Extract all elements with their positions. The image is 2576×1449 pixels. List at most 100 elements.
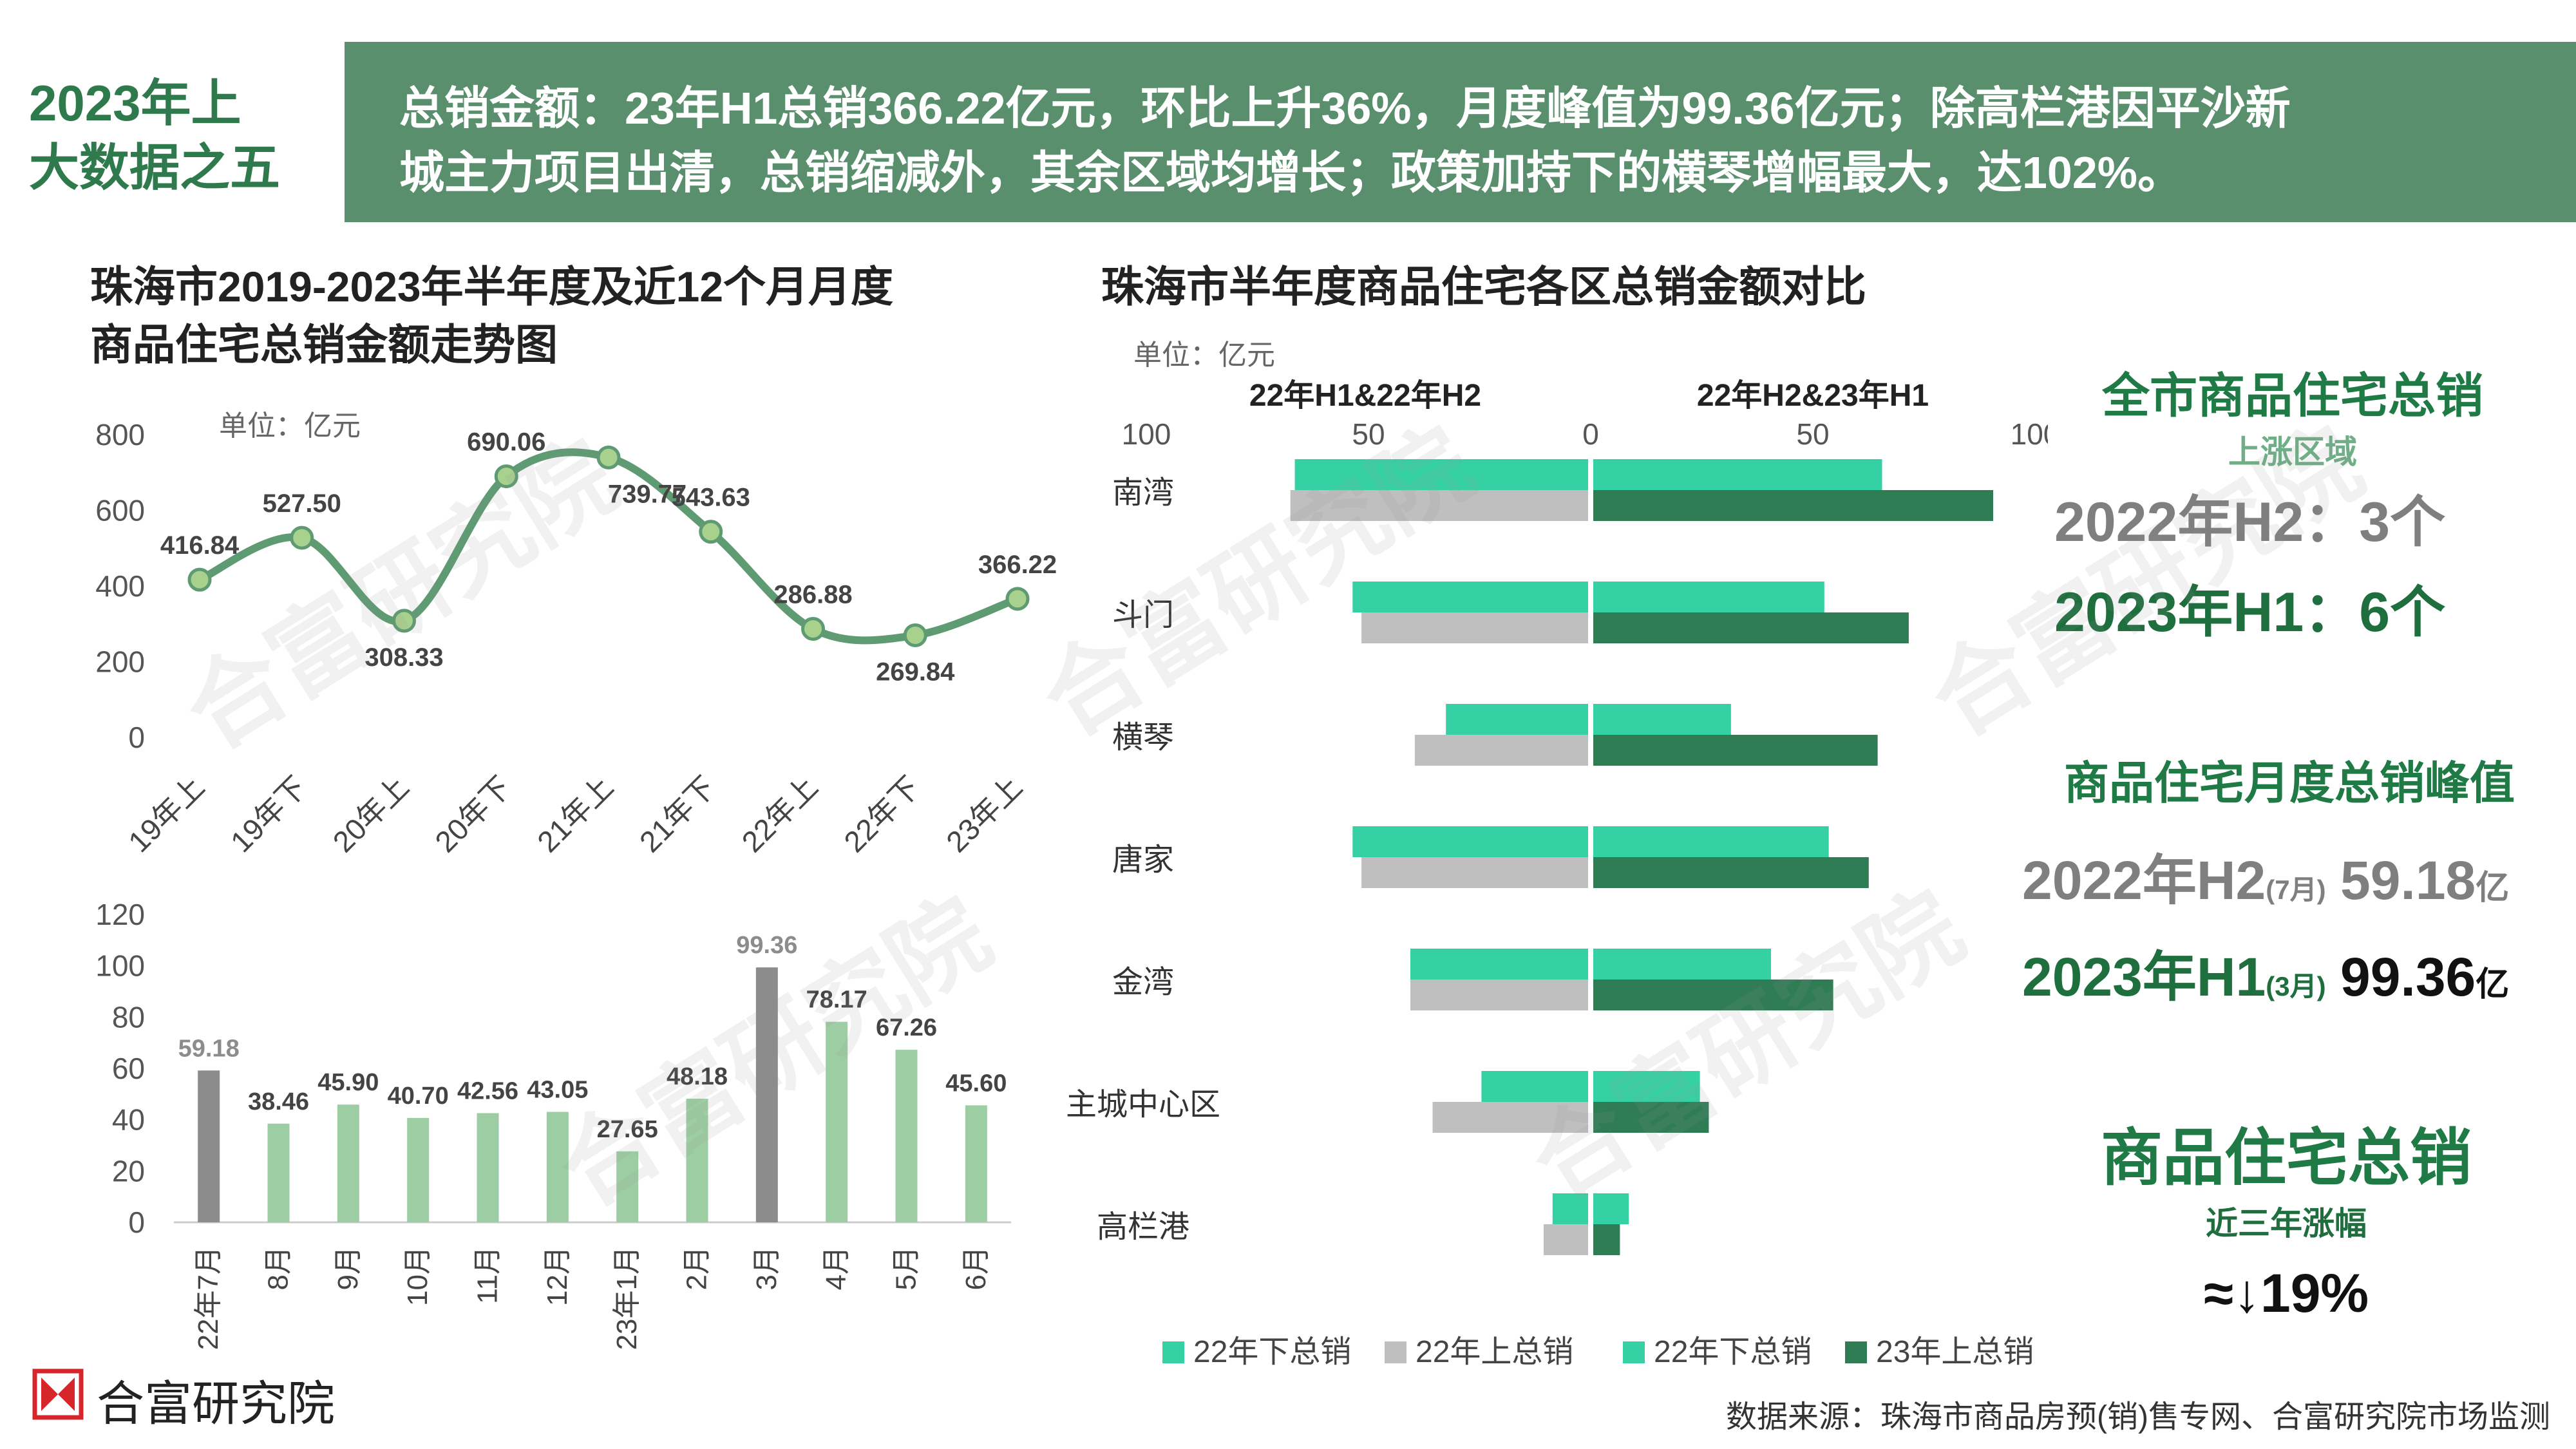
left-chart-title-line1: 珠海市2019-2023年半年度及近12个月月度: [90, 263, 894, 310]
bar-ytick-1: 20: [112, 1154, 145, 1188]
three-year-change: ≈↓19%: [2203, 1263, 2369, 1323]
bar-label-1: 38.46: [248, 1088, 309, 1115]
bar-xtick-2: 9月: [332, 1246, 364, 1290]
logo-text: 合富研究院: [97, 1377, 335, 1430]
butterfly-bar-right-h1-1: [1593, 612, 1909, 643]
legend-label-1: 22年上总销: [1416, 1335, 1573, 1369]
header-band: [345, 42, 2576, 222]
line-label-3: 690.06: [467, 428, 545, 457]
bar-10: [895, 1050, 918, 1222]
bar-xtick-6: 23年1月: [611, 1246, 643, 1350]
butterfly-bar-right-h2-2: [1593, 704, 1731, 735]
bar-2: [337, 1104, 359, 1222]
bar-ytick-3: 60: [112, 1052, 145, 1085]
line-chart: 0 200 400 600 800 416.84 19年上 527.50 19年下 308.33 2…: [95, 418, 1056, 858]
bar-xtick-0: 22年7月: [193, 1246, 224, 1350]
peak-2022h2-unit: 亿: [2476, 869, 2510, 907]
bar-0: [198, 1070, 220, 1222]
three-year-title: 商品住宅总销: [2101, 1124, 2472, 1193]
line-ytick-1: 200: [95, 645, 145, 679]
bar-label-0: 59.18: [178, 1035, 240, 1062]
butterfly-left-header: 22年H1&22年H2: [1249, 379, 1481, 413]
butterfly-right-header: 22年H2&23年H1: [1697, 379, 1929, 413]
line-unit-label: 单位：亿元: [219, 410, 361, 442]
bar-label-7: 48.18: [667, 1063, 728, 1090]
line-ytick-2: 400: [95, 569, 145, 603]
butterfly-bar-left-h1-1: [1361, 612, 1588, 643]
line-xtick-0: 19年上: [122, 770, 211, 858]
line-point-3: [494, 464, 518, 489]
butterfly-bar-right-h1-0: [1593, 490, 1993, 521]
butterfly-bar-left-h1-3: [1361, 857, 1588, 888]
right-panel: 全市商品住宅总销 上涨区域: [2022, 357, 2563, 473]
bar-ytick-4: 80: [112, 1000, 145, 1034]
bar-1: [267, 1123, 290, 1222]
monthly-bar-chart: 0 20 40 60 80 100 120 59.18 22年7月 38.46 8月 45.90 9月 4…: [95, 898, 1011, 1350]
peak-2022h2-month: (7月): [2266, 875, 2326, 905]
line-xtick-3: 20年下: [428, 770, 517, 858]
line-xtick-8: 23年上: [940, 770, 1028, 858]
district-butterfly-chart: 22年H1&22年H2 22年H2&23年H1 100 50 0 50 100 南湾斗门横琴唐…: [1066, 379, 2048, 1369]
line-label-7: 269.84: [876, 658, 955, 686]
header-title: 2023年上 大数据之五: [29, 71, 332, 200]
line-xtick-2: 20年上: [327, 770, 415, 858]
line-point-6: [801, 616, 825, 641]
bar-label-11: 45.60: [945, 1070, 1007, 1097]
bar-9: [826, 1021, 848, 1222]
butterfly-bar-left-h1-0: [1290, 490, 1588, 521]
butterfly-bar-right-h2-0: [1593, 459, 1882, 490]
logo-icon: [32, 1368, 84, 1420]
legend-label-2: 22年下总销: [1654, 1335, 1812, 1369]
bar-label-9: 78.17: [806, 987, 867, 1014]
line-label-6: 286.88: [773, 580, 852, 609]
butterfly-bar-left-h1-5: [1432, 1102, 1588, 1133]
bar-label-3: 40.70: [388, 1083, 449, 1110]
header-title-line1: 2023年上: [29, 75, 242, 131]
bar-xtick-5: 12月: [542, 1246, 573, 1306]
bar-11: [965, 1105, 987, 1222]
legend-swatch-0: [1162, 1341, 1184, 1363]
left-chart-title-line2: 商品住宅总销金额走势图: [90, 321, 558, 368]
butterfly-tick-right-0: 50: [1796, 417, 1829, 451]
butterfly-tick-center: 0: [1582, 417, 1599, 451]
line-label-8: 366.22: [978, 551, 1056, 579]
legend-swatch-2: [1623, 1341, 1645, 1363]
bar-xtick-9: 4月: [820, 1246, 852, 1290]
bar-label-2: 45.90: [317, 1069, 379, 1096]
butterfly-bar-right-h1-2: [1593, 735, 1878, 766]
butterfly-bar-left-h2-1: [1352, 582, 1588, 612]
rise-districts-2023h1: 2023年H1：6个: [2054, 582, 2446, 643]
line-label-5: 543.63: [672, 484, 750, 512]
butterfly-bar-right-h2-5: [1593, 1071, 1700, 1102]
line-xtick-6: 22年上: [735, 770, 824, 858]
line-label-0: 416.84: [160, 531, 240, 560]
bar-xtick-1: 8月: [263, 1246, 294, 1290]
monthly-peak-title: 商品住宅月度总销峰值: [2064, 758, 2515, 808]
butterfly-category-2: 横琴: [1112, 721, 1174, 755]
line-xtick-5: 21年下: [633, 770, 722, 858]
line-point-8: [1005, 587, 1030, 611]
rise-districts-2022h2: 2022年H2：3个: [2054, 491, 2446, 553]
butterfly-category-6: 高栏港: [1097, 1210, 1189, 1244]
line-point-1: [290, 526, 314, 550]
bar-3: [407, 1117, 430, 1222]
butterfly-tick-right-1: 100: [2011, 417, 2048, 451]
line-label-4: 739.77: [608, 480, 687, 508]
butterfly-category-3: 唐家: [1112, 843, 1174, 877]
monthly-peak-2022h2: 2022年H2(7月) 59.18亿: [2022, 837, 2509, 915]
butterfly-bar-right-h2-3: [1593, 826, 1829, 857]
legend-swatch-1: [1385, 1341, 1406, 1363]
line-ytick-3: 600: [95, 494, 145, 527]
butterfly-tick-left-1: 50: [1352, 417, 1385, 451]
rise-districts-title: 全市商品住宅总销: [2102, 369, 2483, 422]
three-year-subtitle: 近三年涨幅: [2206, 1206, 2367, 1242]
butterfly-bar-left-h2-6: [1552, 1193, 1588, 1224]
left-chart-title: 珠海市2019-2023年半年度及近12个月月度 商品住宅总销金额走势图: [90, 258, 1056, 374]
bar-xtick-3: 10月: [402, 1246, 433, 1306]
peak-2023h1-unit: 亿: [2476, 966, 2510, 1003]
line-label-1: 527.50: [263, 489, 341, 518]
bar-ytick-6: 120: [95, 898, 145, 931]
butterfly-bar-right-h1-6: [1593, 1224, 1620, 1255]
butterfly-category-5: 主城中心区: [1066, 1088, 1220, 1122]
butterfly-bar-left-h1-2: [1414, 735, 1588, 766]
